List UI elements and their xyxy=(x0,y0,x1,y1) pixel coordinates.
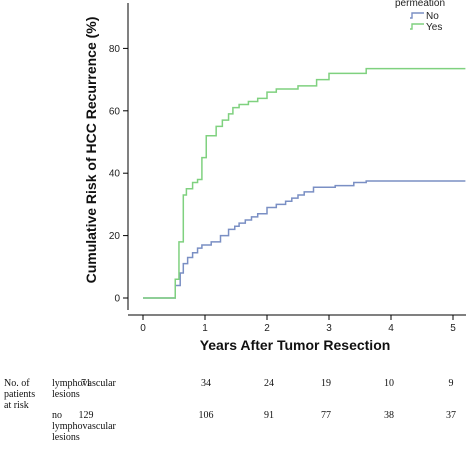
risk-value: 9 xyxy=(449,378,454,389)
legend-entry-no: No xyxy=(426,11,439,22)
risk-value: 106 xyxy=(199,410,214,421)
risk-row-label: lesions xyxy=(52,389,80,400)
risk-row-label: no xyxy=(52,410,62,421)
plot-area xyxy=(143,67,466,299)
x-tick-label: 5 xyxy=(450,323,456,334)
x-tick-label: 3 xyxy=(326,323,332,334)
x-tick-label: 0 xyxy=(140,323,146,334)
legend-swatch-no xyxy=(410,12,424,19)
risk-row-label: lymphovascular xyxy=(52,421,117,432)
legend-title: permeation xyxy=(395,0,445,9)
y-tick-label: 20 xyxy=(109,231,121,242)
risk-value: 77 xyxy=(321,410,331,421)
risk-row-label: lesions xyxy=(52,432,80,443)
risk-table-header-line: patients xyxy=(4,389,35,400)
legend-entry-yes: Yes xyxy=(426,22,442,33)
risk-value: 129 xyxy=(79,410,94,421)
y-tick-label: 60 xyxy=(109,106,121,117)
y-tick-label: 80 xyxy=(109,44,121,55)
risk-value: 91 xyxy=(264,410,274,421)
series-line-yes xyxy=(143,67,466,299)
axes: 0 20 40 60 80 0 1 2 3 4 5 xyxy=(109,3,466,334)
series-line-no xyxy=(143,180,466,299)
x-tick-label: 1 xyxy=(202,323,208,334)
x-tick-label: 2 xyxy=(264,323,270,334)
x-tick-label: 4 xyxy=(388,323,394,334)
risk-value: 34 xyxy=(201,378,211,389)
risk-value: 37 xyxy=(446,410,456,421)
risk-row-label: lymphovascular xyxy=(52,378,117,389)
risk-table-header-line: at risk xyxy=(4,400,29,411)
risk-value: 10 xyxy=(384,378,394,389)
risk-table-header-line: No. of xyxy=(4,378,30,389)
y-tick-label: 40 xyxy=(109,169,121,180)
risk-value: 24 xyxy=(264,378,274,389)
risk-value: 19 xyxy=(321,378,331,389)
legend-swatch-yes xyxy=(410,23,424,30)
y-axis-label: Cumulative Risk of HCC Recurrence (%) xyxy=(83,17,99,284)
y-tick-label: 0 xyxy=(114,294,120,305)
risk-value: 71 xyxy=(81,378,91,389)
risk-value: 38 xyxy=(384,410,394,421)
x-axis-label: Years After Tumor Resection xyxy=(200,337,391,353)
